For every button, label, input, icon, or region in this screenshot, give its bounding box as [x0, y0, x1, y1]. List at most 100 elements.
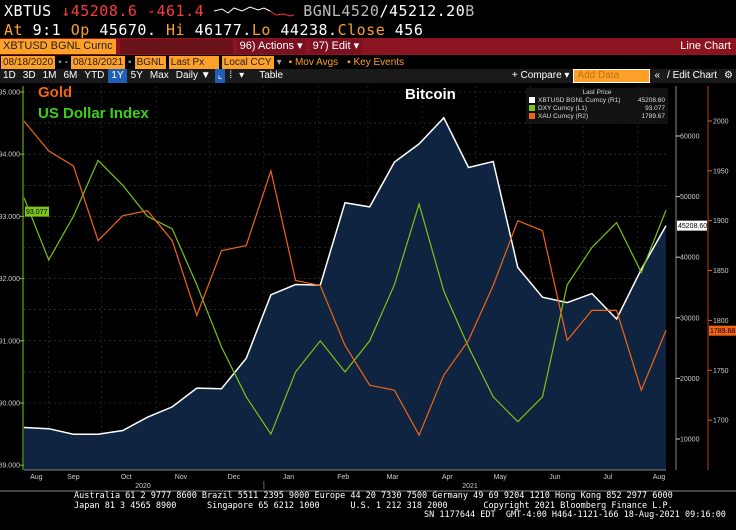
close-value: 456	[394, 21, 424, 39]
table-button[interactable]: Table	[259, 70, 284, 81]
actions-menu[interactable]: 96) Actions ▾	[236, 39, 306, 54]
price-change: -461.4	[146, 2, 205, 20]
mov-avgs-toggle[interactable]: ▪ Mov Avgs	[288, 57, 339, 68]
end-date-input[interactable]: 08/18/2021	[70, 56, 126, 69]
ref-source: BGNL4520	[303, 2, 380, 20]
period-ytd[interactable]: YTD	[84, 70, 105, 81]
legend-value: 1789.67	[641, 112, 666, 120]
dxy-last-tag	[25, 206, 49, 217]
period-1y[interactable]: 1Y	[108, 69, 127, 83]
open-label: Op	[70, 21, 90, 39]
legend-item-gold[interactable]: XAU Curncy (R2) 1789.67	[529, 112, 665, 120]
gold-last-label: 1789.68	[710, 328, 735, 335]
add-data-input[interactable]: Add Data	[573, 69, 651, 83]
r2-axis-tick-label: 1700	[713, 418, 729, 425]
left-axis-tick-label: 89.000	[0, 463, 20, 470]
left-axis-tick-label: 90.000	[0, 401, 20, 408]
period-3d[interactable]: 3D	[22, 70, 36, 81]
r2-axis-tick-label: 1800	[713, 318, 729, 325]
x-axis-tick-label: Dec	[228, 474, 241, 481]
dxy-last-label: 93.077	[26, 209, 48, 216]
dropdown-icon[interactable]: ▾	[276, 57, 282, 68]
left-axis-tick-label: 95.000	[0, 90, 20, 97]
footer-line: SN 1177644 EDT GMT-4:00 H464-1121-166 18…	[424, 510, 726, 520]
period-bar: 1D 3D 1M 6M YTD 1Y 5Y Max Daily ▼ ⌞ ⁞ ▾ …	[0, 69, 736, 83]
x-axis-tick-label: Aug	[653, 474, 666, 481]
legend-value: 93.077	[645, 104, 665, 112]
security-field[interactable]: XBTUSD BGNL Curnc	[0, 39, 116, 54]
period-6m[interactable]: 6M	[63, 70, 78, 81]
legend-label: XAU Curncy (R2)	[538, 112, 589, 120]
calendar-icon[interactable]: ▪	[128, 57, 132, 68]
collapse-icon[interactable]: «	[654, 70, 660, 81]
gold-line	[23, 120, 667, 437]
x-axis-tick-label: Jul	[603, 474, 612, 481]
x-axis-tick-label: Sep	[67, 474, 80, 481]
start-date-input[interactable]: 08/18/2020	[1, 56, 56, 69]
period-max[interactable]: Max	[149, 70, 169, 81]
edit-menu[interactable]: 97) Edit ▾	[309, 39, 363, 54]
ref-price: /45212.20	[379, 2, 466, 20]
edit-chart-label: Edit Chart	[672, 70, 718, 81]
menu-bar: XBTUSD BGNL Curnc 94) Suggested Charts 9…	[0, 38, 736, 55]
legend-item-dxy[interactable]: DXY Curncy (L1) 93.077	[529, 104, 665, 112]
mov-avgs-label: Mov Avgs	[294, 57, 339, 68]
legend-item-btc[interactable]: XBTUSD BGNL Curncy (R1) 45208.60	[529, 96, 665, 104]
r1-axis-tick-label: 10000	[680, 437, 700, 444]
bitcoin-annotation: Bitcoin	[405, 86, 456, 103]
r1-axis-tick-label: 20000	[680, 376, 700, 383]
ref-suffix: B	[465, 2, 475, 20]
suggested-charts-button[interactable]: 94) Suggested Charts	[119, 39, 233, 54]
source-field[interactable]: BGNL	[134, 56, 166, 69]
x-axis-tick-label: Feb	[337, 474, 349, 481]
left-axis-tick-label: 93.000	[0, 214, 20, 221]
left-axis-tick-label: 92.000	[0, 276, 20, 283]
period-1d[interactable]: 1D	[3, 70, 16, 81]
legend-label: XBTUSD BGNL Curncy (R1)	[538, 96, 621, 104]
gear-icon[interactable]: ⚙	[724, 70, 733, 81]
year-label: 2020	[135, 483, 151, 490]
year-label: 2021	[462, 483, 478, 490]
currency-select[interactable]: Local CCY	[221, 56, 274, 69]
frequency-select[interactable]: Daily ▼	[175, 70, 211, 81]
x-axis-tick-label: Aug	[30, 474, 43, 481]
high-value: 46177.	[194, 21, 252, 39]
r1-axis-tick-label: 40000	[680, 255, 700, 262]
date-separator: -	[64, 57, 68, 68]
legend-swatch	[529, 113, 535, 119]
legend-swatch	[529, 105, 535, 111]
gold-annotation: Gold	[38, 84, 73, 101]
compare-button[interactable]: + Compare ▾	[511, 70, 570, 81]
key-events-toggle[interactable]: ▪ Key Events	[347, 57, 405, 68]
legend-swatch	[529, 97, 535, 103]
at-value: 9:1	[32, 21, 62, 39]
bar-chart-icon[interactable]: ⁞	[229, 70, 233, 81]
dropdown-icon[interactable]: ▾	[239, 70, 245, 81]
field-select[interactable]: Last Px	[168, 56, 219, 69]
low-label: Lo	[251, 21, 271, 39]
legend: Last Price XBTUSD BGNL Curncy (R1) 45208.…	[526, 88, 668, 124]
x-axis-tick-label: May	[494, 474, 508, 481]
down-arrow-icon: ↓	[61, 2, 71, 20]
line-chart-icon[interactable]: ⌞	[214, 69, 226, 83]
period-1m[interactable]: 1M	[42, 70, 57, 81]
edit-chart-button[interactable]: / Edit Chart	[667, 70, 718, 81]
chart-type-label: Line Chart	[680, 40, 731, 52]
footer: Australia 61 2 9777 8600 Brazil 5511 239…	[74, 491, 726, 521]
r2-axis-tick-label: 1900	[713, 218, 729, 225]
open-value: 45670.	[99, 21, 157, 39]
period-5y[interactable]: 5Y	[130, 70, 143, 81]
r2-axis-tick-label: 2000	[713, 119, 729, 126]
key-events-label: Key Events	[353, 57, 405, 68]
legend-label: DXY Curncy (L1)	[538, 104, 588, 112]
r1-axis-tick-label: 30000	[680, 315, 700, 322]
r2-axis-tick-label: 1750	[713, 368, 729, 375]
x-axis-tick-label: Apr	[442, 474, 454, 481]
x-axis-tick-label: Jan	[283, 474, 294, 481]
calendar-icon[interactable]: ▪	[58, 57, 62, 68]
line-chart[interactable]: 95.000 94.000 93.000 92.000 91.000 90.000 89.0…	[0, 83, 736, 492]
legend-header: Last Price	[582, 89, 612, 96]
chart-tools-group: + Compare ▾ Add Data « / Edit Chart ⚙	[509, 69, 736, 83]
bitcoin-area	[24, 117, 666, 471]
ticker-symbol: XBTUS	[4, 2, 52, 20]
